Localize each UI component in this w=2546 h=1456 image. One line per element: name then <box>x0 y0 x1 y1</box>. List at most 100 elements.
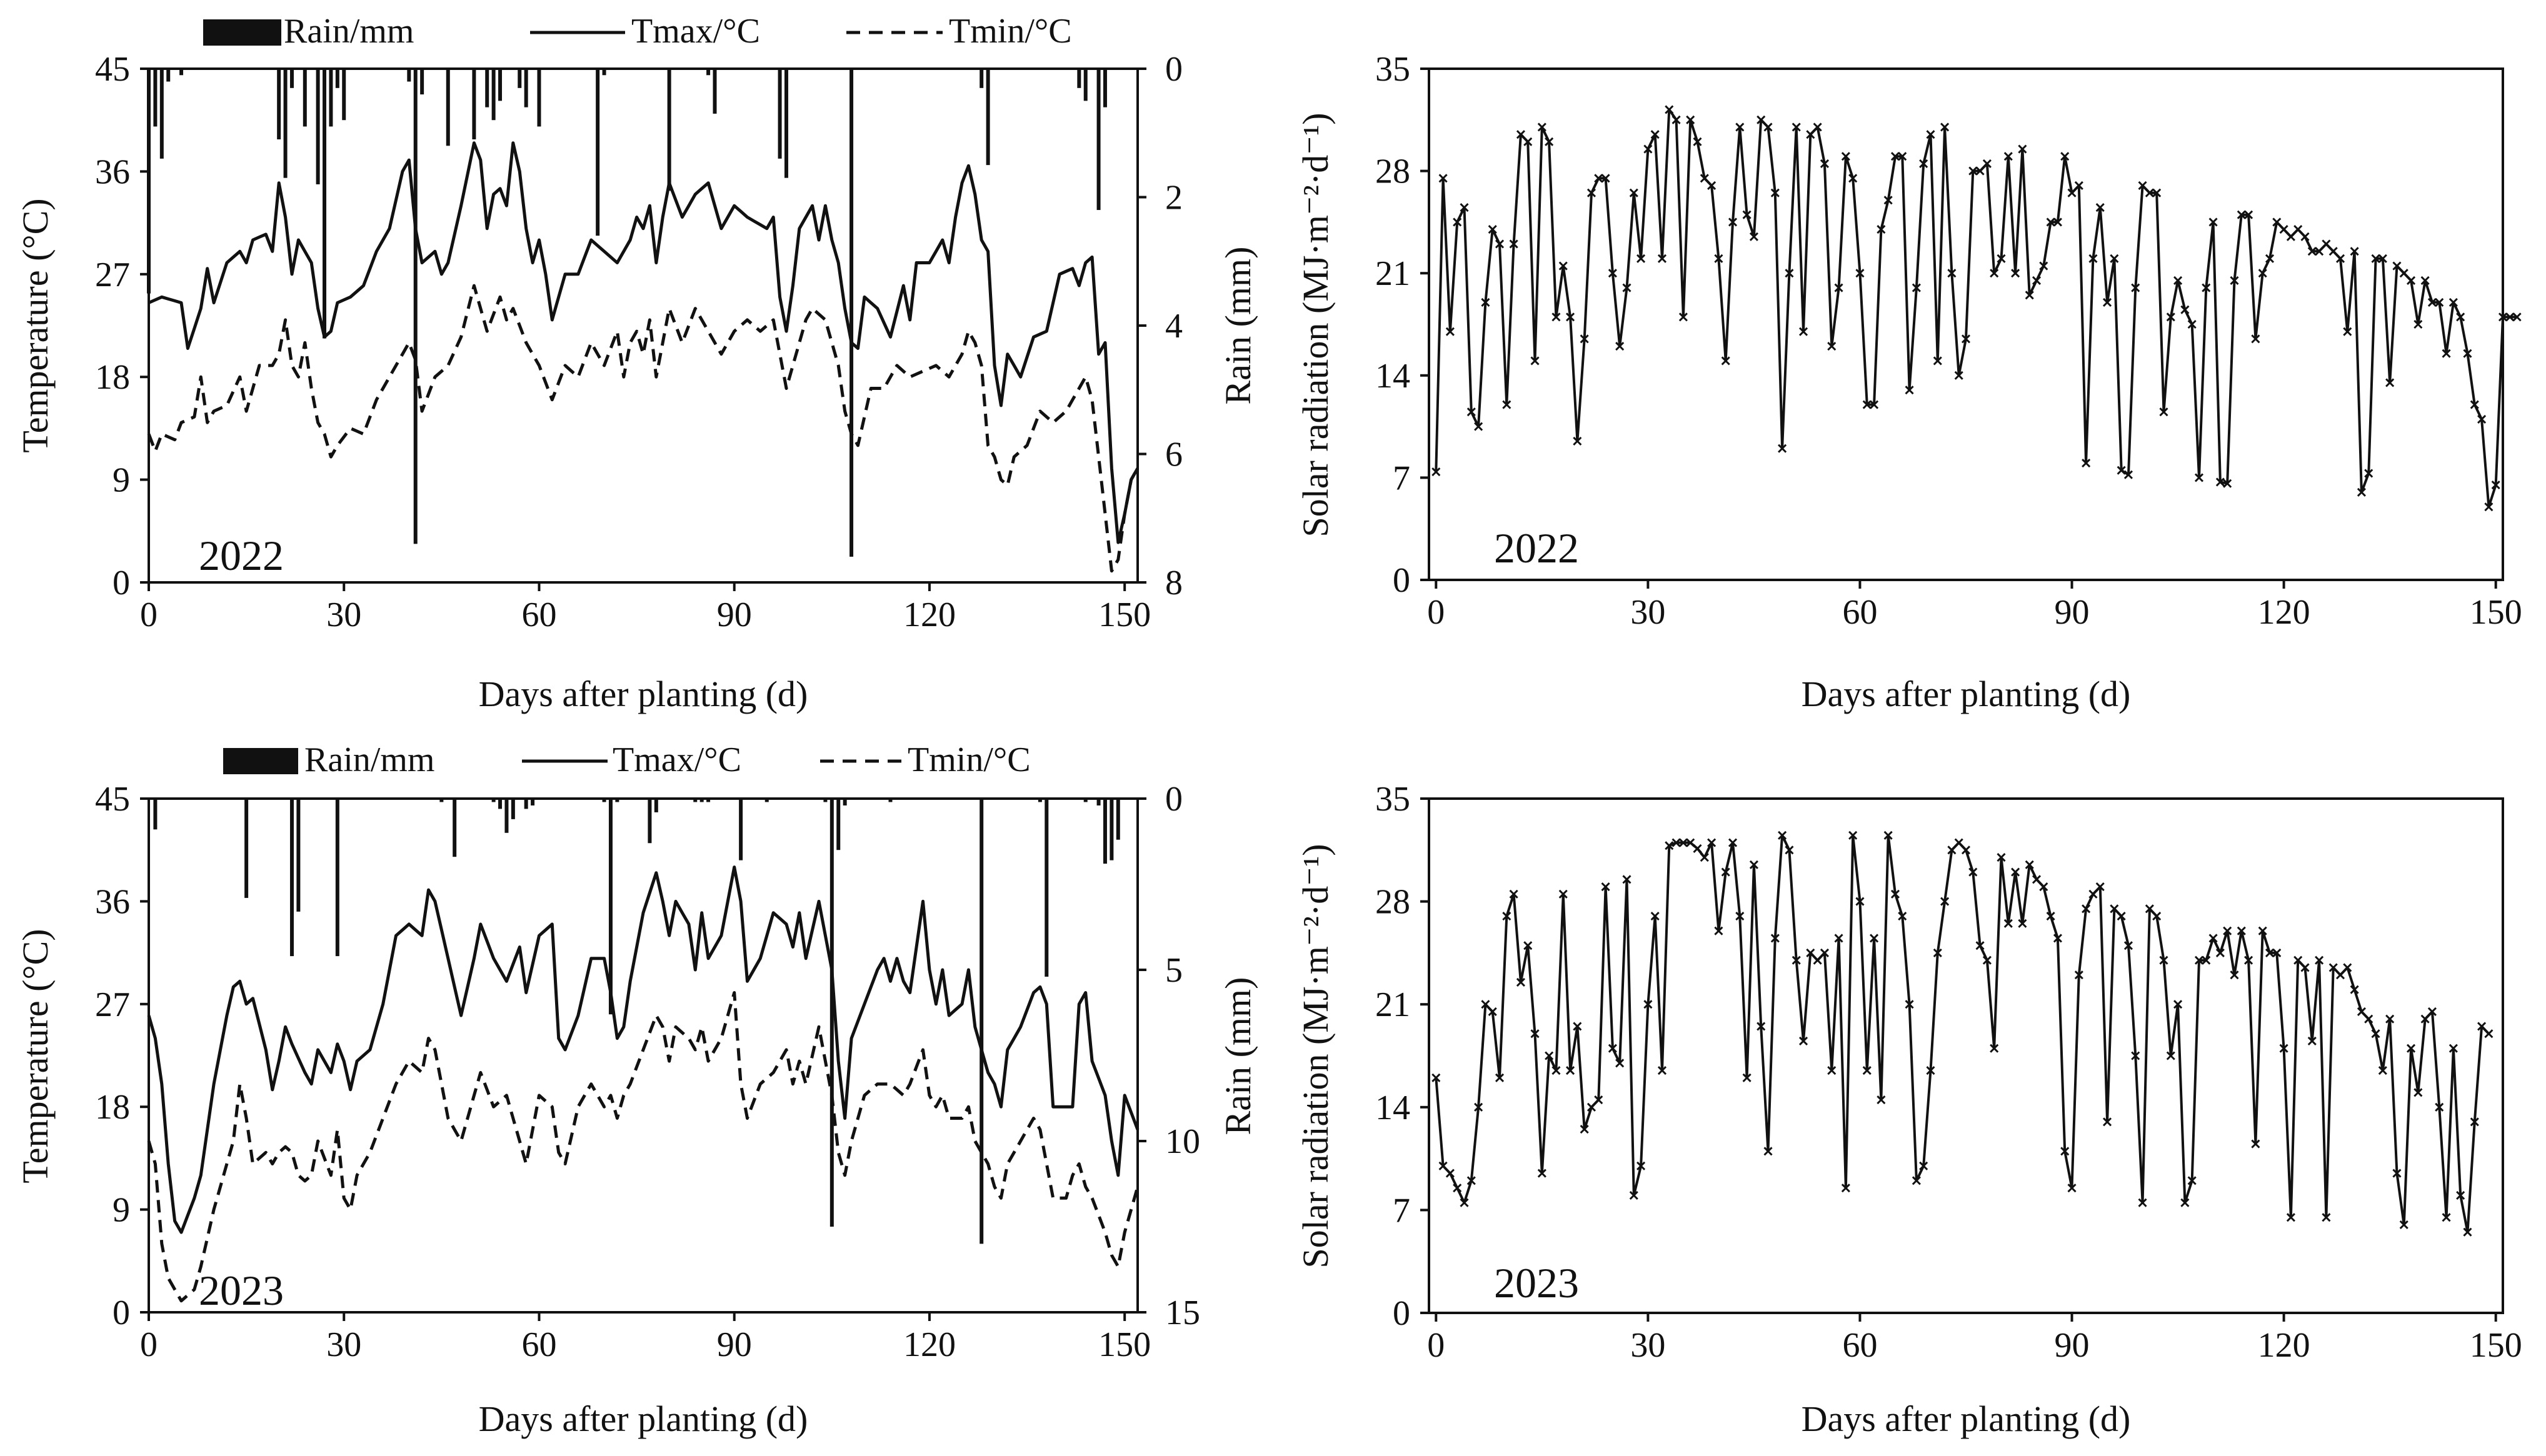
solar-point-marker <box>2123 470 2133 479</box>
solar-point-marker <box>1926 130 1935 139</box>
solar-point-marker <box>1770 188 1780 197</box>
rain-bar <box>166 69 171 82</box>
solar-point-marker <box>1693 844 1702 854</box>
solar-point-marker <box>1601 174 1610 183</box>
rain-bar <box>283 69 288 178</box>
x-tick-label: 0 <box>140 596 158 634</box>
solar-point-marker <box>2413 319 2423 329</box>
solar-point-marker <box>1757 1022 1766 1031</box>
solar-point-marker <box>2187 319 2197 329</box>
tmin-line <box>147 991 1140 1303</box>
solar-point-marker <box>2032 875 2042 884</box>
rain-bar <box>316 69 320 184</box>
solar-point-marker <box>1445 1169 1455 1178</box>
solar-point-marker <box>2286 232 2295 241</box>
y-tick-label: 28 <box>1375 152 1410 191</box>
weather-2023-ticks: 0 30 60 90 120 150 0 9 18 27 36 45 0 5 10 15 <box>95 780 1200 1364</box>
solar-point-marker <box>1919 159 1928 168</box>
rain-bar <box>615 799 619 802</box>
solar-point-marker <box>1565 312 1575 322</box>
rain-bar <box>648 799 652 844</box>
solar-point-marker <box>2315 955 2324 965</box>
solar-point-marker <box>1870 934 1879 943</box>
solar-point-marker <box>1798 327 1808 336</box>
y2-tick-label: 0 <box>1165 780 1183 819</box>
solar-point-marker <box>2082 458 2091 468</box>
solar-point-marker <box>2194 955 2204 965</box>
solar-point-marker <box>1586 188 1596 197</box>
solar-point-marker <box>2258 926 2267 935</box>
solar-point-marker <box>1580 1125 1589 1134</box>
rain-bar <box>289 69 294 88</box>
solar-point-marker <box>2357 1007 2367 1017</box>
solar-point-marker <box>1545 1051 1554 1060</box>
rain-bar <box>713 69 717 114</box>
rain-bar <box>1110 799 1114 860</box>
rain-bar <box>511 799 515 819</box>
weather-2023-legend: Rain/mm Tmax/°C Tmin/°C <box>223 740 1031 779</box>
solar-point-marker <box>1742 1073 1752 1082</box>
solar-point-marker <box>1827 341 1837 351</box>
y-tick-label: 0 <box>1393 561 1410 600</box>
solar-point-marker <box>2102 1117 2112 1127</box>
rain-bar <box>453 799 457 857</box>
x-tick-label: 120 <box>903 596 956 634</box>
x-tick-label: 150 <box>1098 596 1151 634</box>
solar-point-marker <box>2385 1014 2395 1024</box>
x-tick-label: 150 <box>1098 1325 1151 1364</box>
solar-point-marker <box>2470 400 2479 409</box>
solar-point-marker <box>1770 934 1780 943</box>
solar-point-marker <box>1431 1073 1441 1082</box>
solar-point-marker <box>1558 261 1568 271</box>
solar-point-marker <box>2208 934 2218 943</box>
rain-bar <box>289 799 294 957</box>
solar-point-marker <box>1841 1184 1850 1193</box>
y-tick-label: 7 <box>1393 459 1410 497</box>
solar-point-marker <box>1947 269 1957 278</box>
solar-point-marker <box>2364 469 2373 478</box>
rain-bar <box>764 799 769 802</box>
solar-point-marker <box>1890 889 1900 899</box>
legend-rain-swatch <box>223 748 298 774</box>
rain-bar <box>439 799 444 802</box>
solar-point-marker <box>1671 838 1681 847</box>
solar-point-marker <box>1502 912 1511 921</box>
solar-point-marker <box>2258 269 2267 278</box>
weather-2023-year-label: 2023 <box>199 1267 284 1314</box>
y2-tick-label: 8 <box>1165 564 1183 602</box>
solar-point-marker <box>2159 955 2168 965</box>
rain-bar <box>980 69 984 88</box>
rain-bar <box>1096 69 1101 211</box>
solar-point-marker <box>1445 327 1455 336</box>
rain-bar <box>888 799 893 802</box>
solar-point-marker <box>2215 477 2225 487</box>
solar-point-marker <box>1488 1007 1497 1017</box>
rain-bar <box>277 69 281 140</box>
rain-bar <box>531 799 535 805</box>
rain-bar <box>706 799 711 802</box>
solar-point-marker <box>1763 1147 1773 1156</box>
solar-point-marker <box>2463 349 2472 358</box>
solar-point-marker <box>2166 312 2175 322</box>
solar-2023-plot-area <box>1431 830 2493 1237</box>
solar-point-marker <box>1686 838 1695 847</box>
rain-bar <box>472 69 476 140</box>
solar-point-marker <box>2173 1000 2183 1009</box>
rain-bar <box>654 799 658 812</box>
y-tick-label: 36 <box>95 882 130 921</box>
solar-point-marker <box>1792 122 1801 132</box>
rain-bar <box>1083 799 1088 802</box>
solar-point-marker <box>1749 860 1758 869</box>
solar-point-marker <box>1530 1029 1540 1039</box>
solar-point-marker <box>1975 166 1985 176</box>
weather-2022-legend: Rain/mm Tmax/°C Tmin/°C <box>203 12 1072 51</box>
solar-point-marker <box>1841 152 1850 161</box>
solar-point-marker <box>2025 860 2034 869</box>
weather-2023-y-axis-label: Temperature (°C) <box>15 929 56 1183</box>
solar-point-marker <box>2392 1169 2402 1178</box>
solar-2022-ticks: 0 30 60 90 120 150 0 7 14 21 28 35 <box>1375 50 2522 632</box>
solar-point-marker <box>1488 225 1497 234</box>
solar-point-marker <box>2194 473 2204 482</box>
solar-point-marker <box>1530 356 1540 366</box>
solar-point-marker <box>1883 830 1893 840</box>
